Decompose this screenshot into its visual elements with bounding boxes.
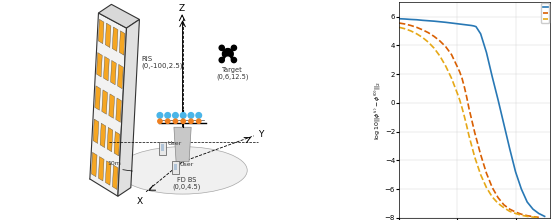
Circle shape: [219, 57, 224, 63]
Circle shape: [196, 113, 201, 118]
Circle shape: [197, 119, 201, 123]
Text: RIS
(0,-100,2.5): RIS (0,-100,2.5): [142, 56, 183, 69]
Polygon shape: [112, 27, 118, 51]
Text: 10m: 10m: [108, 161, 122, 166]
Polygon shape: [112, 165, 118, 189]
FancyBboxPatch shape: [161, 145, 165, 151]
Circle shape: [231, 45, 236, 50]
Polygon shape: [118, 19, 140, 196]
Polygon shape: [93, 119, 99, 143]
Text: User: User: [180, 163, 194, 167]
Polygon shape: [97, 53, 102, 77]
Y-axis label: $\log 10||\phi^{(i)}-\phi^{(0)}||_2$: $\log 10||\phi^{(i)}-\phi^{(0)}||_2$: [373, 81, 383, 139]
Polygon shape: [107, 127, 113, 152]
Circle shape: [219, 45, 224, 50]
Circle shape: [181, 119, 185, 123]
Polygon shape: [91, 152, 97, 177]
Polygon shape: [95, 86, 101, 110]
FancyBboxPatch shape: [173, 164, 177, 170]
Legend: , , : , ,: [541, 3, 549, 23]
Circle shape: [231, 57, 236, 63]
Polygon shape: [116, 98, 122, 122]
Text: X: X: [136, 197, 142, 206]
Polygon shape: [100, 123, 106, 148]
Polygon shape: [109, 94, 115, 118]
Text: Z: Z: [178, 4, 185, 13]
Polygon shape: [174, 127, 191, 162]
Text: User: User: [167, 141, 181, 146]
Polygon shape: [90, 13, 127, 196]
Circle shape: [173, 113, 178, 118]
Polygon shape: [117, 64, 123, 89]
Polygon shape: [105, 23, 111, 48]
FancyBboxPatch shape: [159, 142, 166, 155]
Polygon shape: [111, 61, 116, 85]
Polygon shape: [114, 132, 120, 156]
Text: Y: Y: [258, 130, 264, 139]
Circle shape: [180, 113, 186, 118]
Text: Target
(0,6,12.5): Target (0,6,12.5): [216, 67, 249, 80]
Text: FD BS
(0,0,4.5): FD BS (0,0,4.5): [173, 177, 201, 190]
Circle shape: [226, 57, 230, 61]
Polygon shape: [102, 90, 107, 114]
Polygon shape: [120, 31, 125, 55]
Title: Diff. of $\phi^{(i)}$ and $\phi^{(0)}$: Diff. of $\phi^{(i)}$ and $\phi^{(0)}$: [438, 0, 512, 2]
Polygon shape: [98, 157, 104, 181]
Polygon shape: [98, 19, 104, 44]
Circle shape: [188, 113, 194, 118]
Circle shape: [166, 119, 170, 123]
Circle shape: [222, 49, 233, 59]
Polygon shape: [98, 4, 140, 28]
Circle shape: [157, 113, 163, 118]
Circle shape: [189, 119, 193, 123]
Circle shape: [173, 119, 177, 123]
FancyBboxPatch shape: [172, 161, 179, 174]
Circle shape: [158, 119, 162, 123]
Circle shape: [165, 113, 171, 118]
Polygon shape: [103, 57, 109, 81]
Ellipse shape: [118, 147, 247, 194]
Polygon shape: [106, 161, 111, 185]
